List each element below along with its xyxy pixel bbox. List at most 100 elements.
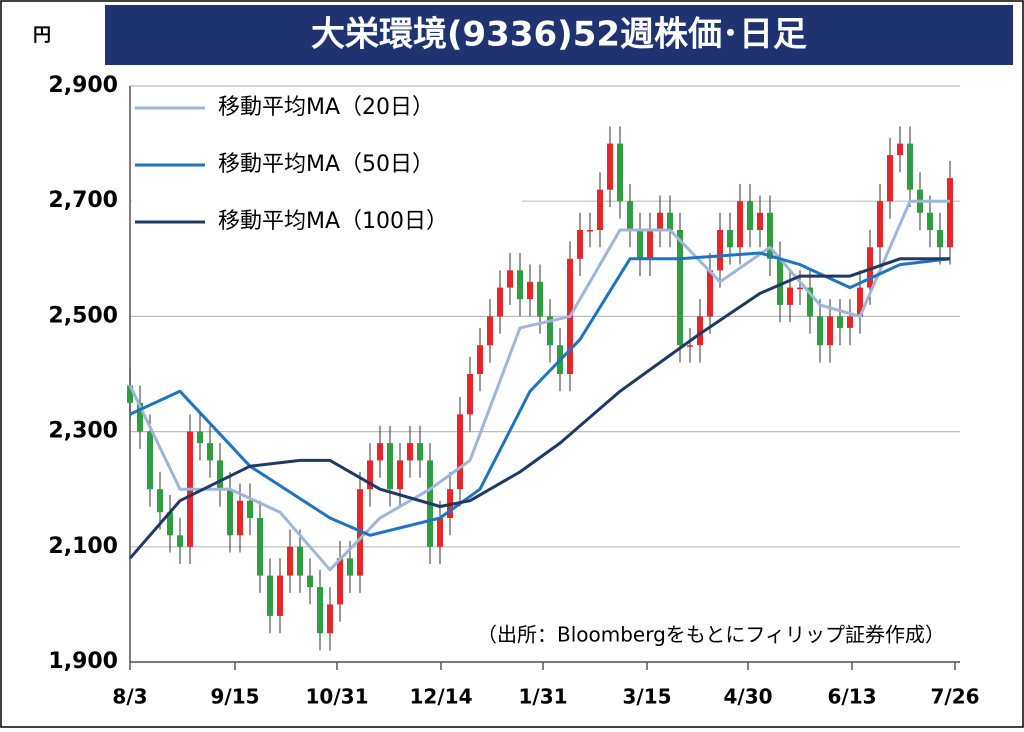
candle-body <box>807 287 813 317</box>
candle-body <box>457 414 463 490</box>
chart-title: 大栄環境(9336)52週株価･日足 <box>311 15 807 55</box>
candle-body <box>667 212 673 230</box>
candle-body <box>947 178 953 248</box>
moving-average-line <box>128 257 950 560</box>
y-tick-label: 1,900 <box>48 649 118 674</box>
candle-body <box>127 385 133 403</box>
candle-body <box>607 143 613 190</box>
candle-body <box>597 189 603 230</box>
candle-body <box>157 489 163 513</box>
grid: 1,900 2,100 2,300 2,500 2,700 2,900 8/3 9/15 10/… <box>48 73 979 709</box>
candle-body <box>537 281 543 317</box>
candle-body <box>207 443 213 461</box>
candle-body <box>217 460 223 490</box>
x-tick-label: 10/31 <box>306 685 369 709</box>
candle-body <box>197 431 203 444</box>
candle-body <box>727 230 733 248</box>
candle-body <box>257 518 263 576</box>
candle-body <box>237 500 243 536</box>
candle-body <box>267 575 273 616</box>
candle-body <box>247 500 253 518</box>
candle-body <box>747 201 753 230</box>
candle-body <box>497 287 503 317</box>
candle-body <box>707 270 713 317</box>
candle-body <box>657 212 663 230</box>
candle-body <box>507 270 513 288</box>
candle-body <box>527 281 533 300</box>
candle-body <box>387 443 393 490</box>
legend-label: 移動平均MA（100日） <box>218 209 448 234</box>
candle-body <box>277 575 283 616</box>
candle-body <box>347 558 353 576</box>
x-tick-label: 8/3 <box>112 685 147 709</box>
y-tick-label: 2,500 <box>48 303 118 328</box>
candle-body <box>777 258 783 305</box>
candle-body <box>177 535 183 547</box>
candle-body <box>307 575 313 588</box>
y-unit: 円 <box>33 25 51 46</box>
candle-body <box>317 587 323 634</box>
candle-body <box>677 230 683 346</box>
candle-body <box>767 212 773 259</box>
y-tick-label: 2,100 <box>48 534 118 559</box>
legend-label: 移動平均MA（20日） <box>218 95 434 120</box>
candle-body <box>147 431 153 490</box>
candle-body <box>757 212 763 230</box>
x-tick-label: 1/31 <box>518 685 567 709</box>
candle-body <box>737 201 743 248</box>
candle-body <box>817 316 823 346</box>
candle-body <box>577 230 583 259</box>
candle-body <box>637 230 643 259</box>
x-tick-label: 12/14 <box>410 685 473 709</box>
candle-body <box>227 489 233 536</box>
legend-label: 移動平均MA（50日） <box>218 152 434 177</box>
x-tick-label: 7/26 <box>930 685 979 709</box>
candle-body <box>407 443 413 461</box>
candle-body <box>487 316 493 346</box>
candle-body <box>437 518 443 547</box>
x-tick-label: 3/15 <box>622 685 671 709</box>
candle-body <box>377 443 383 461</box>
candle-body <box>787 287 793 305</box>
candle-body <box>367 460 373 490</box>
y-tick-label: 2,700 <box>48 188 118 213</box>
candle-body <box>797 287 803 290</box>
candle-body <box>687 345 693 347</box>
candle-body <box>877 201 883 248</box>
candle-body <box>287 546 293 576</box>
y-tick-label: 2,300 <box>48 419 118 444</box>
candle-body <box>927 212 933 230</box>
candle-body <box>517 270 523 300</box>
candle-body <box>477 345 483 374</box>
candle-body <box>697 316 703 346</box>
candle-body <box>167 512 173 536</box>
candle-body <box>907 143 913 190</box>
candle-body <box>327 604 333 634</box>
title-banner <box>105 5 1013 65</box>
y-tick-label: 2,900 <box>48 73 118 98</box>
candle-body <box>397 460 403 490</box>
candle-body <box>867 247 873 288</box>
candle-body <box>467 374 473 415</box>
candle-body <box>137 402 143 432</box>
candle-body <box>887 155 893 202</box>
candle-body <box>627 201 633 230</box>
candle-body <box>837 316 843 328</box>
candle-body <box>937 230 943 248</box>
moving-average-line <box>128 199 950 572</box>
x-tick-label: 9/15 <box>210 685 259 709</box>
candle-body <box>647 230 653 259</box>
candle-body <box>857 287 863 317</box>
candle-body <box>617 143 623 202</box>
x-tick-label: 6/13 <box>827 685 876 709</box>
candle-body <box>297 546 303 576</box>
candle-body <box>717 230 723 271</box>
legend: 移動平均MA（20日） 移動平均MA（50日） 移動平均MA（100日） <box>132 88 522 248</box>
candle-body <box>417 443 423 461</box>
candle-body <box>847 316 853 328</box>
candle-body <box>827 316 833 346</box>
candle-body <box>547 316 553 346</box>
candle-body <box>337 558 343 605</box>
